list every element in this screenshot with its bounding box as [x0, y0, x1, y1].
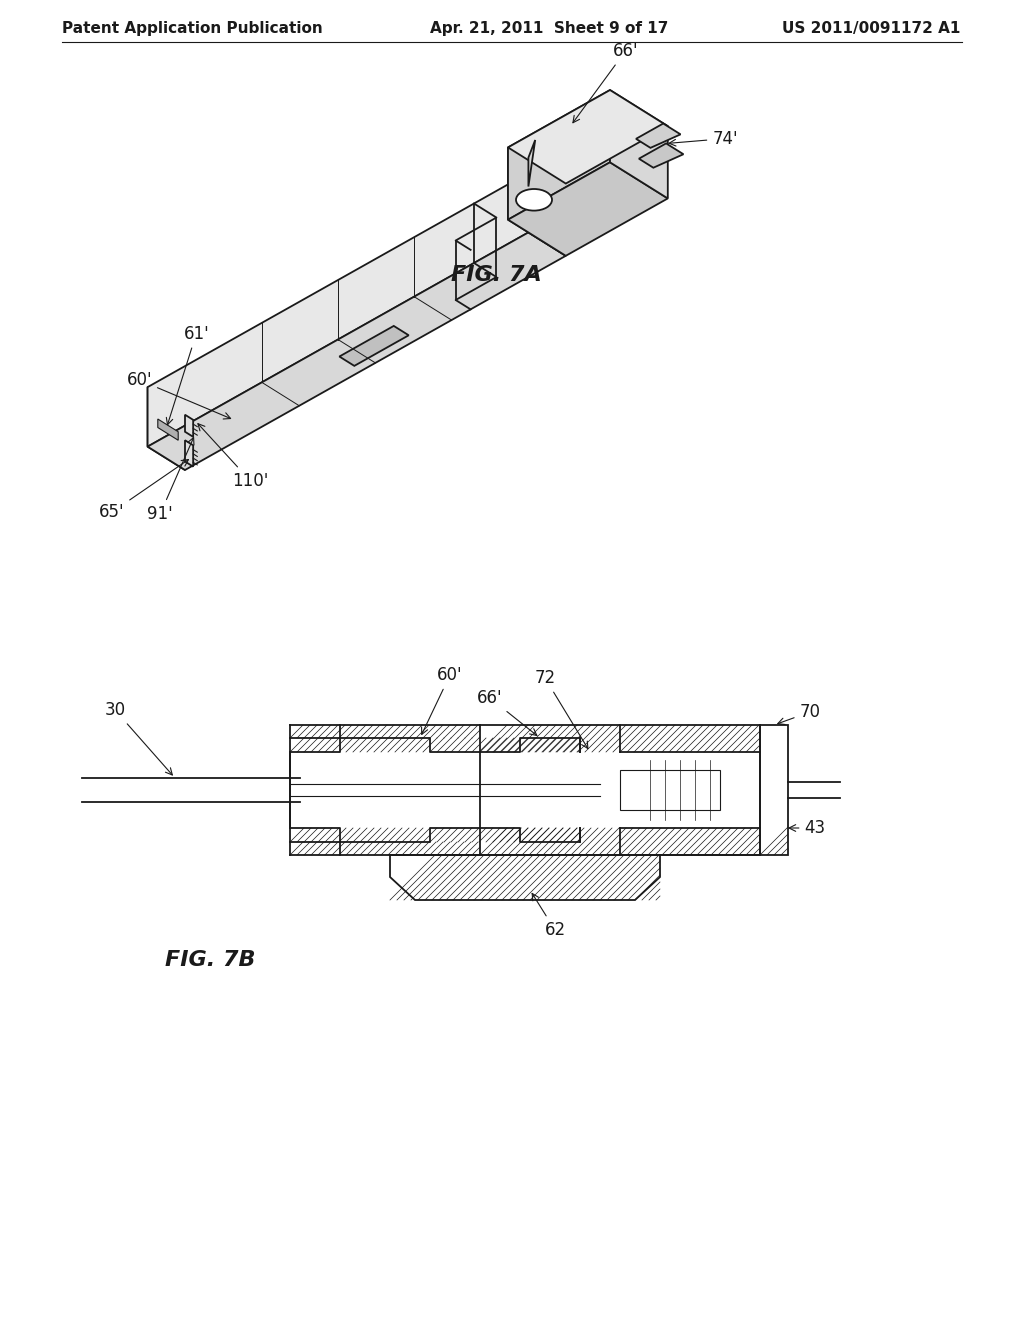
Polygon shape [528, 140, 536, 186]
Text: 66': 66' [573, 42, 638, 123]
Bar [760, 725, 788, 855]
Polygon shape [508, 90, 610, 219]
Text: 74': 74' [669, 129, 738, 148]
Polygon shape [639, 144, 683, 168]
Text: Patent Application Publication: Patent Application Publication [62, 21, 323, 36]
Ellipse shape [516, 189, 552, 211]
Polygon shape [610, 90, 668, 198]
Polygon shape [508, 90, 668, 183]
Text: FIG. 7B: FIG. 7B [165, 950, 255, 970]
Text: 60': 60' [127, 371, 230, 418]
Text: 66': 66' [477, 689, 537, 735]
Polygon shape [339, 326, 409, 366]
Text: 61': 61' [166, 325, 209, 425]
Text: 72: 72 [535, 669, 588, 748]
Text: 62: 62 [532, 894, 565, 939]
Polygon shape [147, 173, 528, 446]
Text: FIG. 7A: FIG. 7A [451, 265, 542, 285]
Text: 30: 30 [104, 701, 172, 775]
Text: US 2011/0091172 A1: US 2011/0091172 A1 [781, 21, 961, 36]
Text: 70: 70 [778, 704, 820, 725]
Polygon shape [636, 124, 681, 148]
Text: 43: 43 [790, 818, 825, 837]
Text: 65': 65' [99, 459, 188, 521]
Polygon shape [185, 414, 194, 437]
Text: 110': 110' [198, 424, 268, 490]
Polygon shape [390, 855, 660, 900]
Text: 60': 60' [422, 667, 463, 734]
Bar [620, 770, 720, 810]
Polygon shape [185, 441, 194, 466]
Polygon shape [147, 232, 566, 470]
Polygon shape [508, 162, 668, 256]
Polygon shape [147, 387, 185, 470]
Text: 91': 91' [147, 437, 194, 523]
Polygon shape [158, 418, 178, 441]
Polygon shape [508, 148, 566, 256]
Text: Apr. 21, 2011  Sheet 9 of 17: Apr. 21, 2011 Sheet 9 of 17 [430, 21, 669, 36]
